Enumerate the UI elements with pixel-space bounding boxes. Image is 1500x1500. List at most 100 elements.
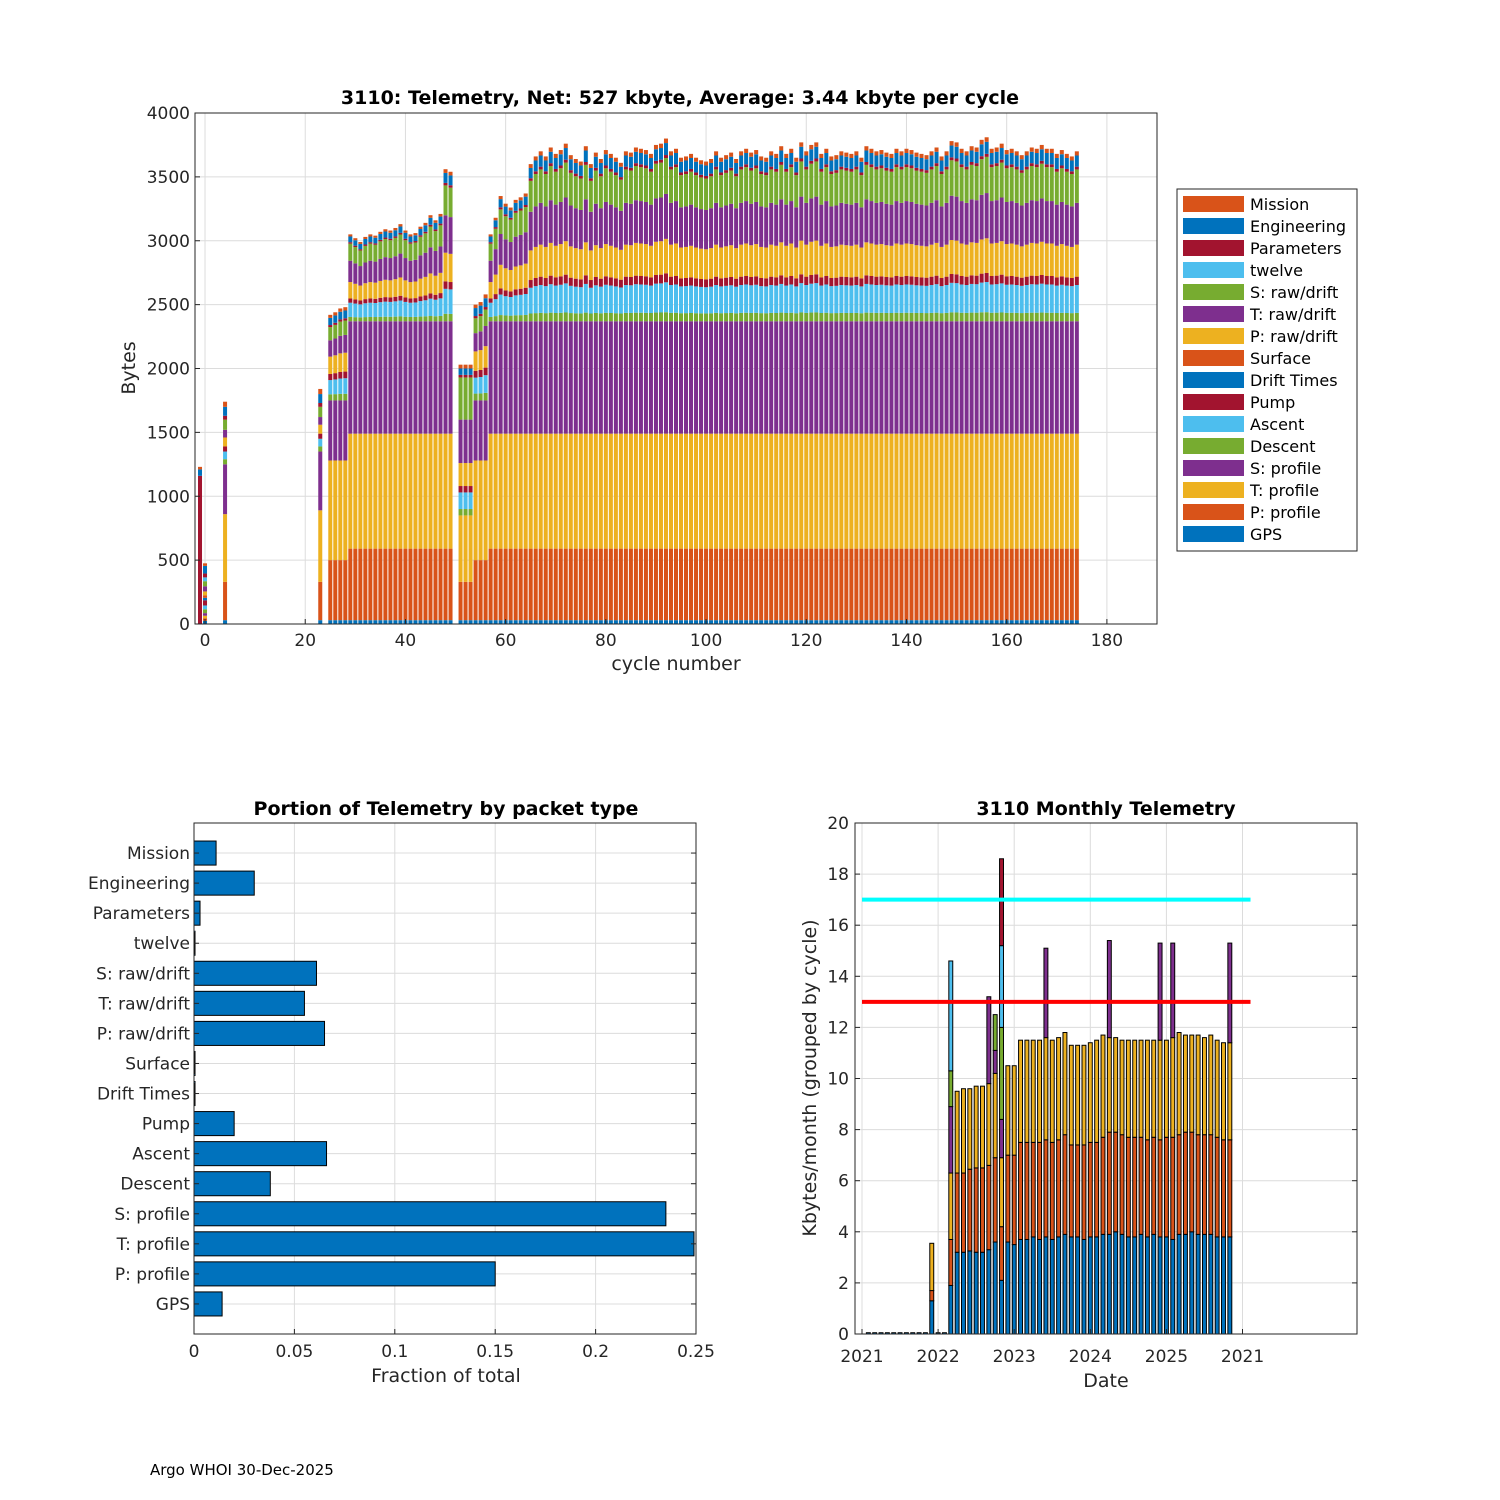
month-bar-segment bbox=[1163, 1039, 1169, 1138]
bar-segment bbox=[789, 167, 794, 202]
bar-segment bbox=[593, 548, 598, 621]
bar-segment bbox=[704, 287, 709, 314]
bar-segment bbox=[618, 548, 623, 621]
bar-segment bbox=[463, 620, 468, 624]
bar-segment bbox=[438, 225, 443, 247]
bar-segment bbox=[573, 620, 578, 624]
category-label: S: profile bbox=[114, 1205, 190, 1225]
bar-segment bbox=[438, 620, 443, 624]
bar-segment bbox=[1009, 201, 1014, 244]
bar-segment bbox=[498, 288, 503, 295]
bar-segment bbox=[673, 548, 679, 621]
bar-segment bbox=[223, 514, 228, 582]
bar-segment bbox=[553, 285, 558, 314]
bar-segment bbox=[333, 560, 338, 621]
bar-segment bbox=[393, 316, 398, 322]
bar-segment bbox=[874, 285, 879, 313]
bar-segment bbox=[418, 235, 423, 237]
bar-segment bbox=[1004, 154, 1009, 166]
bar-segment bbox=[1069, 548, 1074, 621]
bar-segment bbox=[438, 293, 443, 299]
bar-segment bbox=[488, 321, 493, 434]
bar-segment bbox=[994, 166, 999, 201]
bar-segment bbox=[999, 548, 1004, 621]
bar-segment bbox=[568, 313, 573, 322]
hbar-chart-xlabel: Fraction of total bbox=[371, 1365, 521, 1387]
month-bar-segment bbox=[1151, 1136, 1157, 1235]
bar-segment bbox=[699, 321, 704, 434]
bar-segment bbox=[699, 248, 704, 280]
bar-segment bbox=[859, 433, 864, 549]
bar-segment bbox=[929, 155, 934, 167]
bar-segment bbox=[603, 312, 608, 322]
bar-segment bbox=[1014, 548, 1019, 621]
month-bar-segment bbox=[1043, 1139, 1049, 1238]
bar-segment bbox=[849, 548, 854, 621]
bar-segment bbox=[558, 150, 563, 155]
bar-segment bbox=[658, 197, 663, 242]
bar-segment bbox=[779, 150, 784, 162]
bar-segment bbox=[658, 159, 663, 163]
bar-segment bbox=[719, 313, 724, 322]
bar-segment bbox=[899, 276, 904, 286]
bar-segment bbox=[508, 548, 513, 621]
bar-segment bbox=[638, 243, 643, 276]
bar-segment bbox=[1039, 620, 1044, 624]
bar-segment bbox=[914, 277, 919, 286]
bar-segment bbox=[433, 620, 438, 624]
bar-segment bbox=[819, 153, 824, 158]
bar-segment bbox=[548, 321, 553, 434]
month-bar-segment bbox=[1094, 1039, 1100, 1143]
bar-segment bbox=[864, 275, 869, 284]
bar-segment bbox=[353, 620, 358, 624]
bar-segment bbox=[523, 193, 528, 197]
bar-segment bbox=[368, 433, 373, 549]
bar-segment bbox=[794, 313, 799, 322]
month-bar-segment bbox=[1049, 1141, 1055, 1240]
bar-segment bbox=[984, 137, 989, 142]
x-tick-label: 0 bbox=[200, 631, 211, 651]
bar-segment bbox=[493, 227, 498, 229]
bar-segment bbox=[864, 283, 869, 313]
bar-segment bbox=[448, 185, 453, 188]
bar-segment bbox=[924, 246, 929, 278]
bar-segment bbox=[694, 207, 699, 248]
bar-segment bbox=[628, 152, 633, 157]
bar-segment bbox=[643, 201, 648, 245]
bar-segment bbox=[468, 463, 473, 487]
bar-segment bbox=[598, 173, 603, 177]
bar-segment bbox=[809, 283, 814, 313]
bar-segment bbox=[879, 168, 884, 202]
bar-segment bbox=[568, 620, 573, 624]
bar-segment bbox=[358, 548, 363, 621]
bar-segment bbox=[699, 164, 704, 175]
bar-segment bbox=[528, 287, 533, 314]
bar-segment bbox=[909, 168, 914, 202]
bar-segment bbox=[558, 276, 563, 285]
bar-segment bbox=[558, 201, 563, 245]
bar-segment bbox=[989, 284, 994, 313]
legend-label: T: profile bbox=[1249, 481, 1319, 500]
bar-segment bbox=[849, 153, 854, 158]
bar-segment bbox=[919, 313, 924, 322]
bar-segment bbox=[874, 155, 879, 167]
bar-segment bbox=[428, 224, 433, 227]
bar-segment bbox=[969, 321, 974, 434]
bar-segment bbox=[583, 199, 588, 243]
bar-segment bbox=[333, 400, 338, 461]
month-bar-segment bbox=[1094, 1141, 1100, 1238]
bar-segment bbox=[959, 164, 964, 168]
bar-segment bbox=[769, 285, 774, 313]
bar-segment bbox=[338, 321, 343, 336]
bar-segment bbox=[689, 321, 694, 434]
bar-segment bbox=[994, 275, 999, 285]
bar-segment bbox=[779, 548, 784, 621]
bar-segment bbox=[939, 206, 944, 247]
category-label: S: raw/drift bbox=[96, 964, 190, 984]
bar-segment bbox=[794, 278, 799, 287]
bar-segment bbox=[403, 301, 408, 317]
bar-segment bbox=[383, 620, 388, 624]
legend-label: T: raw/drift bbox=[1249, 305, 1336, 324]
bar-segment bbox=[393, 433, 398, 549]
bar-segment bbox=[413, 233, 418, 236]
